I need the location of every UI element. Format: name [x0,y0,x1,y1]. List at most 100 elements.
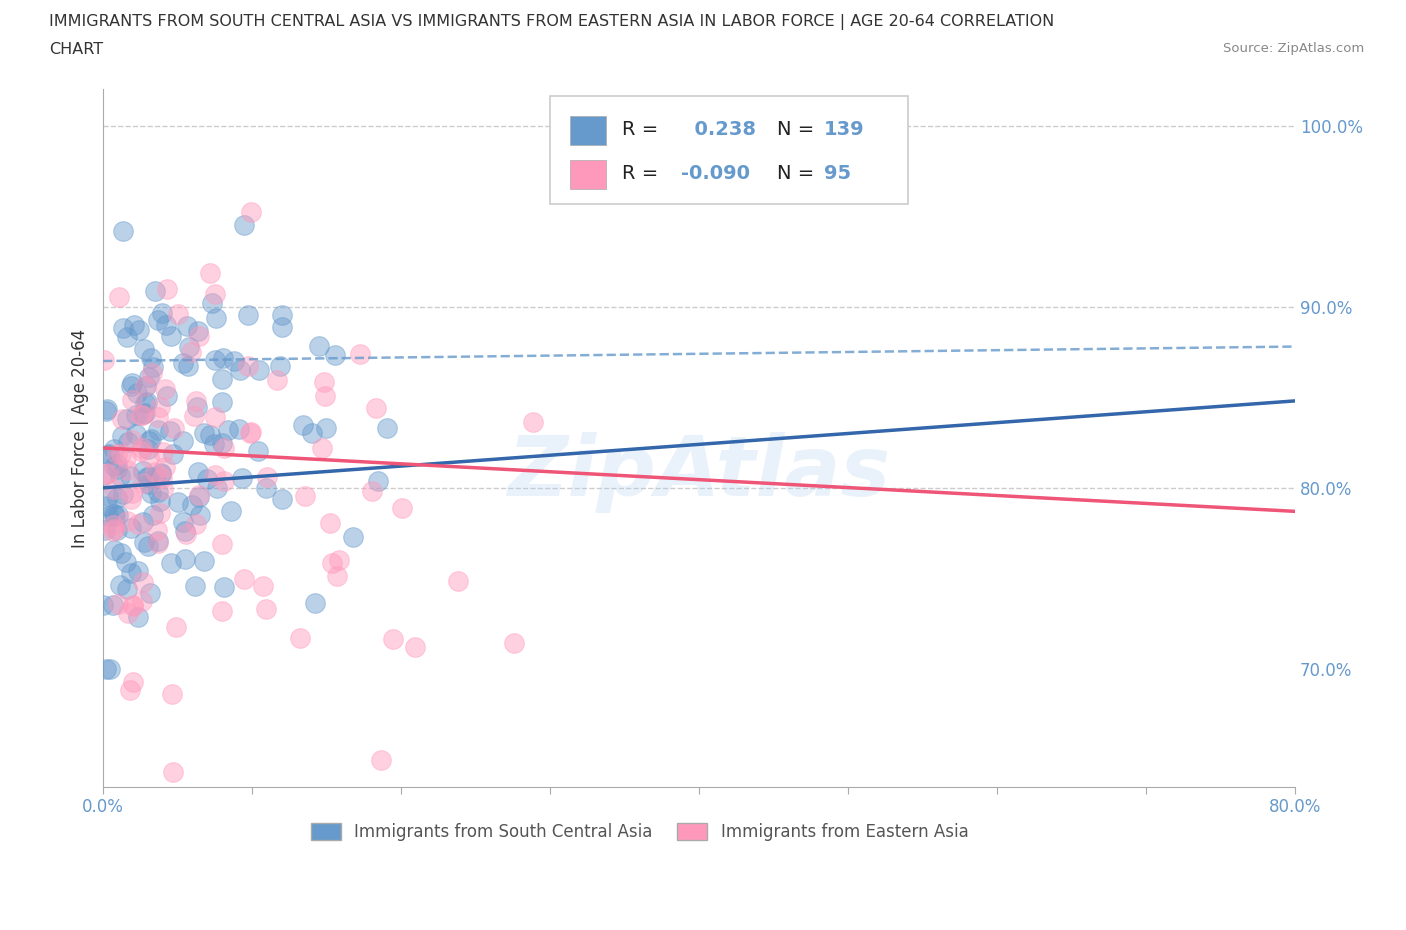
Point [180,344,202,359]
Point [187,490,209,505]
Point [291,418,314,432]
Point [198,428,221,443]
Point [136,442,159,457]
Point [103,442,125,457]
Point [269,359,291,374]
Point [229,363,252,378]
Point [98,448,121,463]
Point [360,484,382,498]
Point [120,520,142,535]
Point [256,470,278,485]
Point [312,375,335,390]
Point [110,446,132,461]
Point [93,468,115,483]
Point [187,464,209,479]
Point [200,266,222,281]
Point [315,420,337,435]
Point [117,605,139,620]
Point [239,426,262,441]
Point [120,566,142,581]
Point [131,593,153,608]
Point [107,597,129,612]
Point [224,353,246,368]
Point [132,406,155,421]
Point [177,339,200,354]
Point [93,352,115,367]
Point [205,311,228,325]
Point [522,414,544,429]
Point [134,395,156,410]
Point [127,516,149,531]
Point [103,482,125,497]
Point [136,538,159,553]
Point [212,441,235,456]
Point [162,687,184,702]
Point [349,346,371,361]
Point [132,574,155,589]
Text: 139: 139 [824,120,865,139]
Point [204,352,226,367]
Point [236,308,259,323]
Point [247,363,270,378]
Point [148,312,170,327]
Point [160,556,183,571]
Point [115,330,138,345]
Point [121,597,143,612]
Point [103,542,125,557]
Point [377,420,399,435]
Point [120,492,142,507]
Point [155,318,177,333]
Point [125,427,148,442]
Point [127,609,149,624]
Point [117,513,139,528]
Point [319,515,342,530]
Point [107,289,129,304]
Point [212,473,235,488]
Point [270,308,292,323]
Point [131,440,153,455]
Point [228,422,250,437]
Legend: Immigrants from South Central Asia, Immigrants from Eastern Asia: Immigrants from South Central Asia, Immi… [304,817,974,848]
Point [254,602,277,617]
Point [148,536,170,551]
Point [111,429,134,444]
Point [172,433,194,448]
Point [110,545,132,560]
Point [96,498,118,513]
Point [176,318,198,333]
Point [381,631,404,646]
Point [105,523,128,538]
Point [247,444,270,458]
Text: 95: 95 [824,164,852,182]
Point [187,487,209,502]
Point [211,604,233,618]
Point [103,597,125,612]
Text: R =: R = [621,164,658,182]
Point [124,407,146,422]
Text: R =: R = [621,120,658,139]
Point [135,394,157,409]
Point [115,463,138,478]
Point [174,551,197,566]
Point [135,379,157,393]
Point [177,358,200,373]
Point [141,485,163,500]
Point [149,494,172,509]
Point [165,619,187,634]
Point [155,460,177,475]
Point [138,470,160,485]
Point [105,446,128,461]
Point [323,348,346,363]
Point [132,341,155,356]
Point [193,553,215,568]
FancyBboxPatch shape [571,116,606,145]
Point [370,752,392,767]
Point [148,534,170,549]
Point [142,360,165,375]
Point [211,537,233,551]
Point [105,462,128,477]
Point [160,328,183,343]
Point [111,224,134,239]
Point [301,425,323,440]
Point [141,365,163,380]
